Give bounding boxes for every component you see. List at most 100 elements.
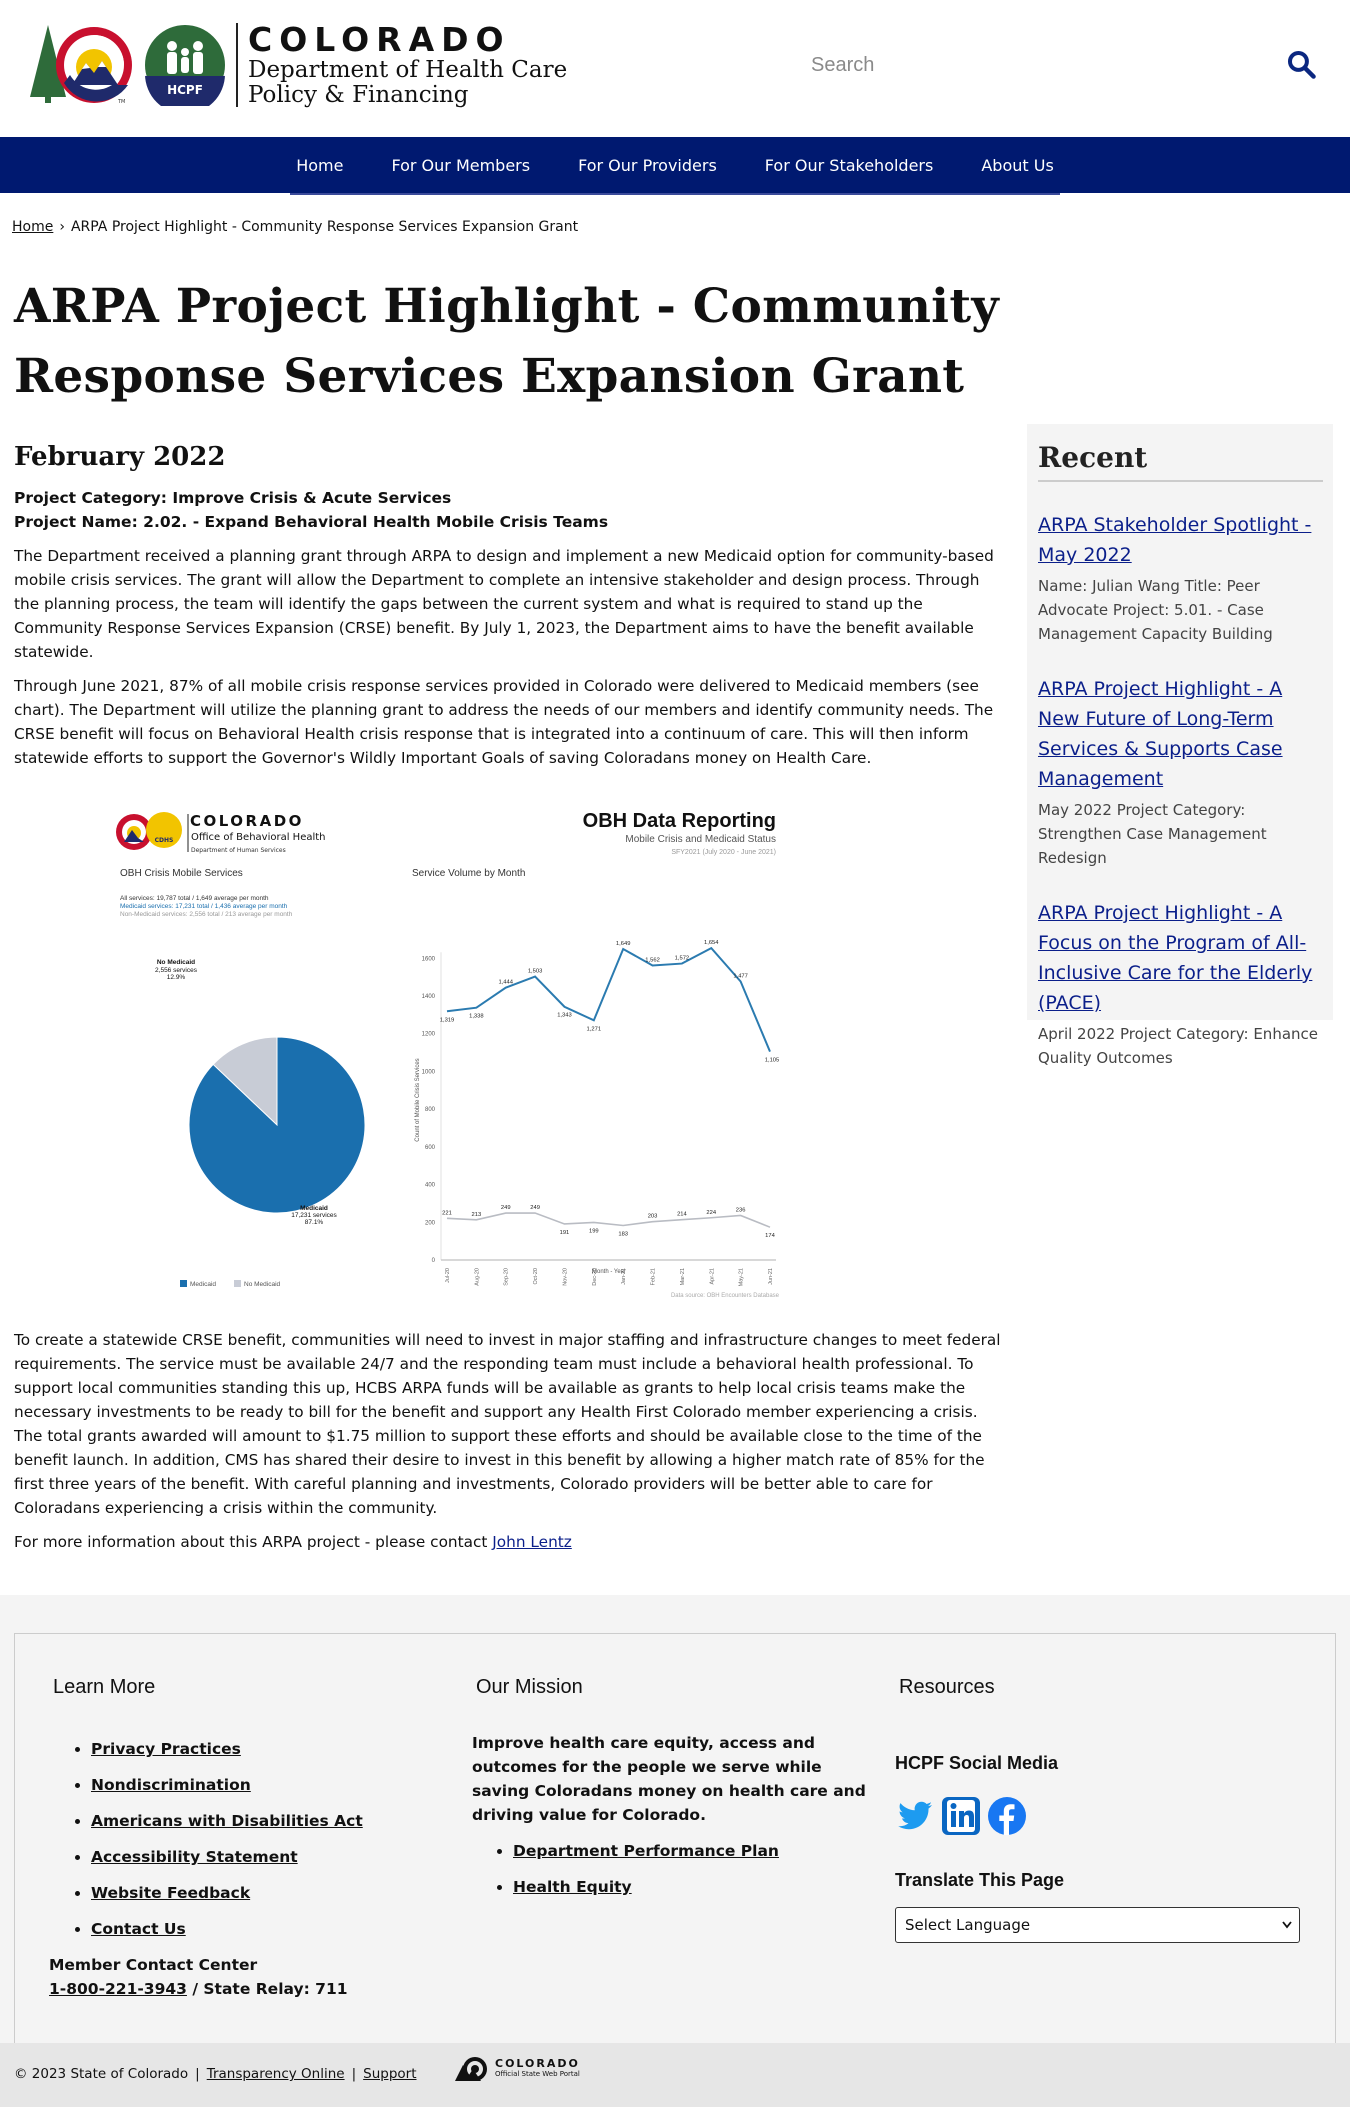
data-label: 199	[589, 1228, 599, 1234]
pie-label-medicaid-count: 17,231 services	[291, 1212, 337, 1219]
breadcrumb-home[interactable]: Home	[12, 219, 54, 235]
list-item: Health Equity	[513, 1869, 872, 1905]
data-label: 1,338	[469, 1014, 484, 1020]
linkedin-link[interactable]	[941, 1796, 981, 1840]
footer-link-nondiscrimination[interactable]: Nondiscrimination	[91, 1776, 251, 1794]
data-label: 214	[677, 1212, 687, 1218]
data-label: 249	[501, 1205, 511, 1211]
x-tick-label: Jul-20	[445, 1268, 451, 1283]
line-xlabel: Month - Year	[592, 1269, 626, 1275]
list-item: Department Performance Plan	[513, 1833, 872, 1869]
nav-home[interactable]: Home	[296, 155, 344, 175]
data-label: 1,562	[645, 957, 660, 963]
project-name: Project Name: 2.02. - Expand Behavioral …	[14, 513, 609, 531]
y-tick-label: 1600	[422, 956, 436, 962]
y-tick-label: 200	[425, 1220, 436, 1226]
breadcrumb: Home › ARPA Project Highlight - Community …	[12, 219, 578, 235]
data-label: 1,649	[616, 941, 631, 947]
recent-link-case-management[interactable]: ARPA Project Highlight - A New Future of…	[1038, 678, 1283, 790]
pie-label-no-medicaid-count: 2,556 services	[155, 967, 198, 974]
hcpf-logo-icon: HCPF	[145, 25, 225, 106]
twitter-link[interactable]	[895, 1796, 935, 1840]
learn-more-heading: Learn More	[53, 1676, 156, 1698]
recent-desc: April 2022 Project Category: Enhance Qua…	[1038, 1025, 1318, 1067]
footer-link-health-equity[interactable]: Health Equity	[513, 1878, 632, 1896]
figure-source: Data source: OBH Encounters Database	[671, 1293, 780, 1299]
x-tick-label: Aug-20	[474, 1268, 480, 1286]
facebook-link[interactable]	[987, 1796, 1027, 1840]
nav-for-our-stakeholders[interactable]: For Our Stakeholders	[764, 155, 934, 175]
y-tick-label: 0	[432, 1258, 436, 1264]
language-select-wrap: Select Language	[895, 1907, 1300, 1943]
legend-no-medicaid: No Medicaid	[244, 1281, 281, 1288]
recent-item: ARPA Project Highlight - A New Future of…	[1038, 674, 1323, 870]
data-label: 213	[472, 1212, 482, 1218]
list-item: Accessibility Statement	[91, 1839, 363, 1875]
nav-for-our-members[interactable]: For Our Members	[391, 155, 531, 175]
data-label: 1,503	[528, 969, 543, 975]
language-select-value: Select Language	[905, 1916, 1031, 1934]
footer-link-performance-plan[interactable]: Department Performance Plan	[513, 1842, 779, 1860]
project-category: Project Category: Improve Crisis & Acute…	[14, 489, 452, 507]
footer-link-ada[interactable]: Americans with Disabilities Act	[91, 1812, 363, 1830]
recent-desc: Name: Julian Wang Title: Peer Advocate P…	[1038, 577, 1273, 643]
y-tick-label: 1000	[422, 1069, 436, 1075]
recent-sidebar: Recent ARPA Stakeholder Spotlight - May …	[1027, 424, 1333, 1067]
footer-link-privacy[interactable]: Privacy Practices	[91, 1740, 241, 1758]
svg-text:TM: TM	[117, 99, 125, 105]
y-tick-label: 600	[425, 1145, 436, 1151]
y-tick-label: 1400	[422, 994, 436, 1000]
bottom-bar: © 2023 State of Colorado | Transparency On…	[0, 2043, 1350, 2107]
pie-heading: OBH Crisis Mobile Services	[120, 868, 243, 879]
search-button[interactable]	[1284, 48, 1320, 84]
nav-about-us[interactable]: About Us	[981, 155, 1054, 175]
pie-slice-no-medicaid	[212, 1036, 278, 1127]
social-media-heading: HCPF Social Media	[895, 1753, 1059, 1773]
official-state-portal-logo[interactable]: COLORADO Official State Web Portal	[453, 2055, 580, 2083]
search-input[interactable]	[800, 40, 1260, 90]
colorado-logo-icon: TM	[30, 25, 132, 105]
footer-link-accessibility[interactable]: Accessibility Statement	[91, 1848, 298, 1866]
x-tick-label: Nov-20	[562, 1268, 568, 1286]
data-label: 1,444	[498, 980, 513, 986]
pie-label-medicaid-pct: 87.1%	[305, 1219, 324, 1226]
official-portal-text: COLORADO Official State Web Portal	[495, 2058, 580, 2080]
footer-learn-more: Learn More Privacy Practices Nondiscrimi…	[49, 1676, 363, 2001]
support-link[interactable]: Support	[363, 2066, 417, 2082]
nav-for-our-providers[interactable]: For Our Providers	[578, 155, 717, 175]
footer-link-contact-us[interactable]: Contact Us	[91, 1920, 186, 1938]
transparency-link[interactable]: Transparency Online	[206, 2066, 345, 2082]
line-series-0	[446, 946, 771, 1053]
recent-link-stakeholder-spotlight[interactable]: ARPA Stakeholder Spotlight - May 2022	[1038, 514, 1312, 566]
obh-logo: CDHS	[116, 812, 182, 850]
report-period: SFY2021 (July 2020 - June 2021)	[671, 849, 776, 856]
list-item: Privacy Practices	[91, 1731, 363, 1767]
contact-link[interactable]: John Lentz	[492, 1533, 572, 1551]
data-label: 1,572	[675, 956, 690, 962]
y-tick-label: 800	[425, 1107, 436, 1113]
data-label: 1,477	[733, 973, 748, 979]
stat-non-medicaid: Non-Medicaid services: 2,556 total / 213…	[120, 911, 293, 918]
member-contact-center: Member Contact Center 1-800-221-3943 / S…	[49, 1953, 363, 2001]
logo-text: COLORADO Department of Health Care Polic…	[248, 22, 567, 108]
translate-heading: Translate This Page	[895, 1870, 1065, 1890]
contact-line: For more information about this ARPA pro…	[14, 1530, 1004, 1554]
main-nav: Home For Our Members For Our Providers F…	[0, 137, 1350, 195]
recent-desc: May 2022 Project Category: Strengthen Ca…	[1038, 801, 1267, 867]
x-tick-label: May-21	[739, 1268, 745, 1286]
state-relay: / State Relay: 711	[186, 1980, 348, 1998]
contact-phone-link[interactable]: 1-800-221-3943	[49, 1980, 187, 1998]
site-logo[interactable]: TM HCPF COLORADO Department of Health Ca…	[28, 22, 567, 108]
language-select[interactable]: Select Language	[895, 1907, 1300, 1943]
twitter-icon	[898, 1801, 932, 1830]
mission-list: Department Performance Plan Health Equit…	[476, 1833, 872, 1905]
social-icons	[895, 1796, 1300, 1840]
data-label: 1,343	[557, 1013, 572, 1019]
x-tick-label: Apr-21	[709, 1268, 715, 1285]
legend-swatch-medicaid	[180, 1280, 187, 1287]
list-item: Contact Us	[91, 1911, 363, 1947]
pie-label-no-medicaid: No Medicaid	[157, 959, 195, 966]
obh-org-name: Office of Behavioral Health	[191, 832, 326, 843]
recent-link-pace[interactable]: ARPA Project Highlight - A Focus on the …	[1038, 902, 1313, 1014]
footer-link-feedback[interactable]: Website Feedback	[91, 1884, 251, 1902]
